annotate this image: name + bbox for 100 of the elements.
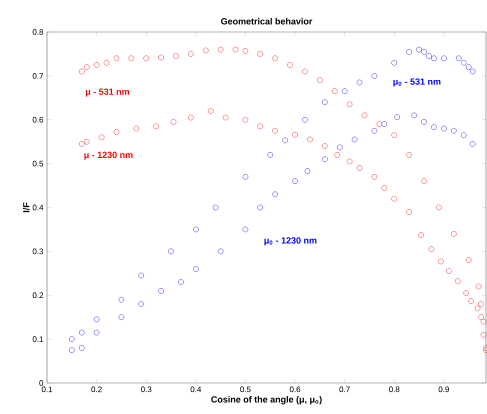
point [322,156,328,162]
point [480,332,486,338]
point [287,62,293,68]
point [78,330,85,336]
point [382,121,388,127]
point [317,77,323,84]
point [218,248,224,254]
point [282,138,288,144]
point [394,114,400,120]
point [258,204,264,210]
point [336,144,342,150]
point [418,232,424,238]
point [143,56,150,62]
point [382,184,388,191]
point [421,178,427,184]
point [322,143,328,149]
point [342,88,348,94]
point [258,124,264,130]
point [170,119,176,125]
point [428,246,434,252]
point [222,114,228,120]
point [441,56,447,62]
point [208,108,214,114]
point [450,231,457,237]
point [470,141,476,147]
point [436,204,442,210]
point [178,279,184,285]
point [332,88,338,94]
point [372,128,378,134]
point [242,48,248,54]
point [272,56,278,62]
series-label: μ$_{0}$ - 531 nm [393,78,440,87]
point [372,73,378,79]
point [292,132,298,138]
point [476,284,482,290]
point [292,178,298,184]
point [158,54,164,60]
point [272,192,278,198]
point [346,158,352,164]
point [69,336,75,342]
point [406,48,412,55]
point [242,116,248,123]
point [356,80,362,86]
point [352,136,358,142]
point [406,152,412,158]
point [334,152,340,158]
point [114,129,120,135]
text: μ$_{0}$ - 1230 nm [264,237,316,246]
point [406,209,412,215]
point [480,318,486,324]
point [272,128,278,134]
point [258,51,264,57]
point [454,278,461,284]
point [468,298,474,304]
point [466,64,472,70]
point [470,68,476,74]
point [138,301,144,307]
point [411,112,417,118]
series-label: μ - 531 nm [86,88,130,97]
point [441,126,447,132]
point [94,62,100,68]
point [478,314,484,320]
point [84,64,90,70]
point [104,60,110,66]
point [372,174,378,180]
point [460,132,466,138]
point [356,165,362,171]
point [431,124,437,130]
point [133,126,140,132]
point [153,124,159,130]
point [463,290,469,296]
point [78,345,85,351]
point [456,56,462,62]
point [466,257,472,263]
chart-title: Geometrical behavior [221,18,312,25]
point [242,174,248,180]
point [391,196,398,202]
point [460,60,466,66]
point [376,121,382,127]
point [158,288,164,294]
point [78,68,85,74]
point [168,248,174,254]
point [202,48,209,54]
point [188,114,194,120]
x-axis-title: Cosine of the angle (μ, μ$_{o}$) [211,396,322,404]
point [362,112,368,118]
point [94,330,100,336]
point [302,116,308,123]
point [421,48,427,55]
point [218,46,224,52]
point [446,268,452,274]
point [391,60,398,66]
point [478,301,484,307]
point [212,204,218,210]
point [138,272,144,278]
point [307,136,313,142]
point [94,316,100,322]
point [242,226,248,232]
point [450,128,457,134]
point [193,266,199,272]
